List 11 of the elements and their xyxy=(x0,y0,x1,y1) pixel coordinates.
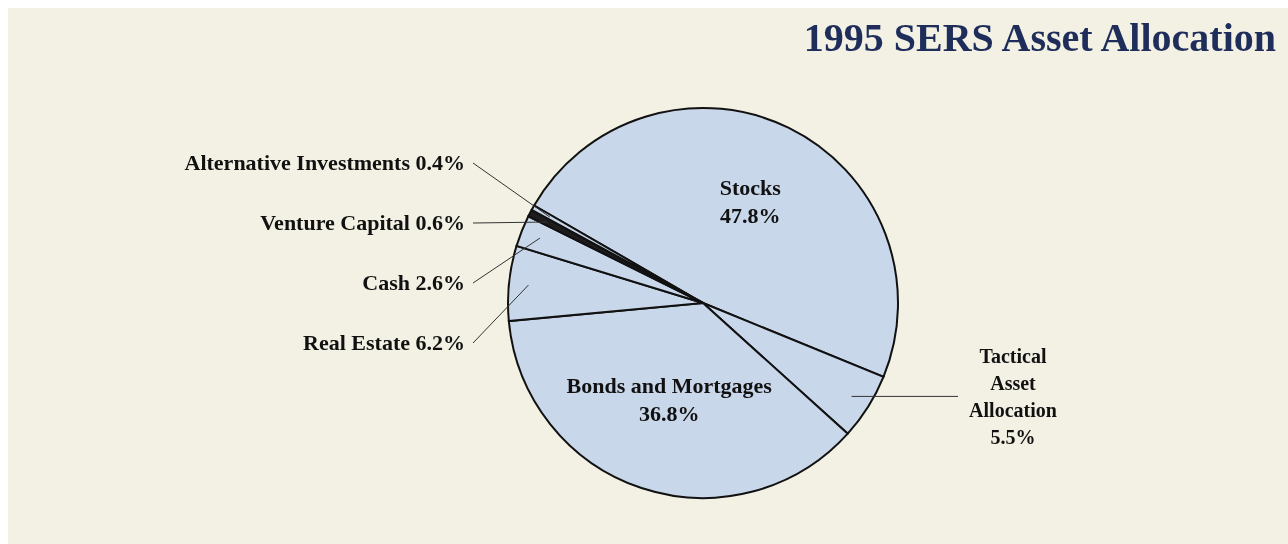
slice-label: Alternative Investments 0.4% xyxy=(184,150,465,175)
slice-label: Venture Capital 0.6% xyxy=(260,210,465,235)
slice-label: Stocks xyxy=(719,174,782,200)
slice-label: Real Estate 6.2% xyxy=(303,330,465,355)
slice-label: Tactical Asset Allocation xyxy=(969,345,1057,422)
chart-title: 1995 SERS Asset Allocation xyxy=(803,14,1276,61)
data-label: 47.8% xyxy=(719,202,781,228)
slice-label: Bonds and Mortgages xyxy=(566,372,773,398)
data-label: 5.5% xyxy=(990,426,1036,449)
slice-label: Cash 2.6% xyxy=(362,270,465,295)
data-label: 36.8% xyxy=(638,400,700,426)
